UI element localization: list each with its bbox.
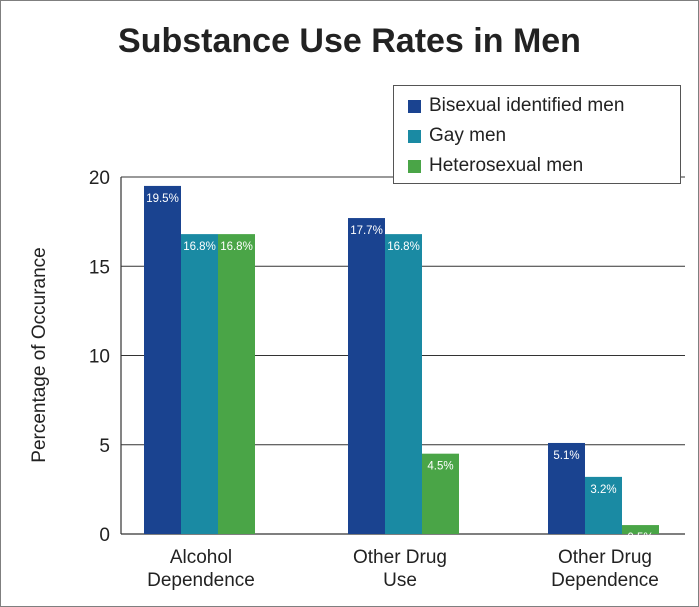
bar-value-label: 16.8% <box>220 241 253 253</box>
y-tick-label: 15 <box>89 257 110 278</box>
bar <box>622 525 659 534</box>
bar <box>585 476 622 534</box>
bar <box>548 442 585 534</box>
y-tick-label: 20 <box>89 168 110 189</box>
y-tick-label: 10 <box>89 347 110 368</box>
bar <box>218 234 255 534</box>
bar-value-label: 17.7% <box>350 225 383 237</box>
bar <box>348 218 385 534</box>
bar-value-label: 4.5% <box>427 461 453 473</box>
y-tick-label: 5 <box>99 436 110 457</box>
bar <box>144 185 181 535</box>
bar-value-label: 5.1% <box>553 450 579 462</box>
legend-label-heterosexual: Heterosexual men <box>429 155 584 176</box>
bar-value-label: 19.5% <box>146 193 179 205</box>
chart-legend: Bisexual identified men Gay men Heterose… <box>393 85 681 184</box>
legend-item-heterosexual: Heterosexual men <box>408 154 583 178</box>
y-tick-label: 0 <box>99 525 110 546</box>
chart-title: Substance Use Rates in Men <box>118 22 581 60</box>
x-category-label-drug-dependence: Other Drug Dependence <box>551 547 659 591</box>
x-category-label-alcohol: Alcohol Dependence <box>147 547 255 591</box>
legend-swatch-heterosexual <box>408 159 421 173</box>
bar-value-label: 16.8% <box>387 241 420 253</box>
legend-swatch-bisexual <box>408 99 421 113</box>
bar-value-label: 16.8% <box>183 241 216 253</box>
bar-value-label: 0.5% <box>627 532 653 544</box>
bar <box>422 453 459 534</box>
legend-label-bisexual: Bisexual identified men <box>429 95 625 116</box>
legend-label-gay: Gay men <box>429 125 507 146</box>
bar <box>385 234 422 534</box>
legend-item-bisexual: Bisexual identified men <box>408 94 624 118</box>
bar <box>181 234 218 534</box>
legend-item-gay: Gay men <box>408 124 506 148</box>
legend-swatch-gay <box>408 129 421 143</box>
bar-value-label: 3.2% <box>590 484 616 496</box>
y-axis-label: Percentage of Occurance <box>29 247 50 463</box>
x-category-label-drug-use: Other Drug Use <box>353 547 447 591</box>
